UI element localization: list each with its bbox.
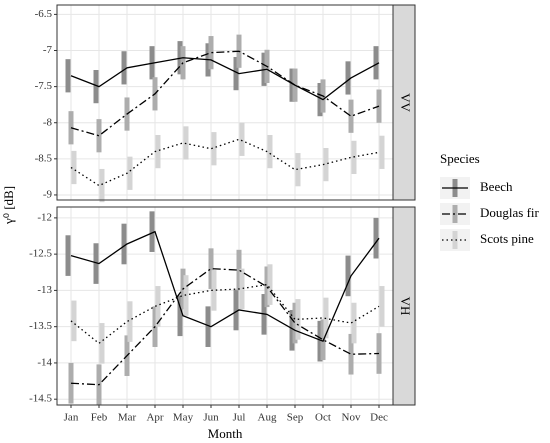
error-bar	[65, 59, 71, 93]
x-tick-label: Nov	[342, 412, 361, 424]
y-tick-label: -6.5	[35, 8, 53, 20]
strip-label: VH	[398, 297, 413, 316]
error-bar	[155, 135, 161, 169]
error-bar	[323, 148, 329, 182]
x-tick-label: Jun	[203, 412, 219, 424]
error-bar	[236, 249, 242, 291]
x-tick-label: May	[173, 412, 194, 424]
error-bar	[99, 323, 105, 364]
error-bar	[127, 301, 133, 342]
error-bar	[379, 286, 385, 327]
error-bar	[99, 168, 105, 203]
error-bar	[345, 61, 351, 95]
strip	[392, 206, 416, 406]
error-bar	[93, 243, 99, 284]
error-bar	[292, 302, 298, 344]
x-tick-label: Feb	[91, 412, 108, 424]
error-bar	[373, 217, 379, 259]
error-bar	[348, 99, 354, 133]
error-bar	[205, 306, 211, 347]
error-bar	[345, 255, 351, 297]
series-line	[70, 267, 380, 386]
y-tick-label: -9	[43, 188, 53, 200]
y-tick-label: -12	[37, 211, 52, 223]
error-bar	[289, 68, 295, 102]
error-bar	[295, 153, 301, 187]
legend-error	[452, 231, 458, 249]
error-bar	[317, 83, 323, 117]
x-axis-label: Month	[208, 426, 243, 441]
error-bar	[208, 36, 214, 70]
error-bar	[239, 122, 245, 156]
x-tick-label: Mar	[118, 412, 137, 424]
y-axis-label: γ⁰ [dB]	[1, 186, 16, 225]
x-tick-label: Oct	[315, 412, 331, 424]
error-bar	[211, 270, 217, 311]
error-bar	[289, 309, 295, 351]
error-bar	[127, 156, 133, 190]
error-bar	[317, 320, 323, 362]
error-bar	[233, 289, 239, 331]
x-tick-label: Jan	[64, 412, 79, 424]
error-bar	[71, 300, 77, 342]
error-bar	[211, 132, 217, 166]
error-bar	[267, 264, 273, 305]
x-tick-label: Apr	[146, 412, 163, 424]
error-bar	[93, 70, 99, 104]
series-line	[70, 283, 380, 345]
series-line	[70, 230, 380, 343]
error-bar	[177, 295, 183, 337]
error-bar	[267, 135, 273, 169]
y-tick-label: -8.5	[35, 152, 53, 164]
error-bar	[68, 111, 74, 145]
y-tick-label: -12.5	[29, 248, 52, 260]
error-bar	[121, 51, 127, 85]
error-bar	[71, 150, 77, 185]
y-tick-label: -8	[43, 116, 53, 128]
y-tick-label: -13.5	[29, 320, 52, 332]
legend-label: Douglas fir	[480, 205, 540, 220]
y-tick-label: -14.5	[29, 393, 52, 405]
panel	[57, 207, 393, 405]
error-bar	[264, 266, 270, 308]
panel	[57, 5, 393, 200]
error-bar	[121, 223, 127, 265]
error-bar	[65, 235, 71, 276]
error-bar	[155, 286, 161, 327]
error-bar	[239, 268, 245, 310]
x-tick-label: Sep	[287, 412, 304, 424]
error-bar	[233, 57, 239, 91]
legend-title: Species	[440, 151, 480, 166]
error-bar	[373, 46, 379, 80]
y-tick-label: -14	[37, 356, 52, 368]
strip-label: VV	[398, 93, 413, 112]
error-bar	[96, 119, 102, 153]
x-tick-label: Aug	[258, 412, 277, 424]
x-tick-label: Jul	[233, 412, 246, 424]
x-tick-label: Dec	[370, 412, 388, 424]
error-bar	[351, 302, 357, 344]
error-bar	[348, 333, 354, 375]
y-tick-label: -7	[43, 44, 53, 56]
error-bar	[149, 211, 155, 252]
y-tick-label: -13	[37, 284, 52, 296]
strip	[392, 4, 416, 201]
series-line	[70, 138, 380, 187]
series-line	[70, 50, 380, 137]
y-tick-label: -7.5	[35, 80, 53, 92]
error-bar	[379, 135, 385, 169]
series-line	[70, 57, 380, 101]
error-bar	[208, 248, 214, 289]
legend-label: Scots pine	[480, 231, 534, 246]
legend-label: Beech	[480, 179, 513, 194]
